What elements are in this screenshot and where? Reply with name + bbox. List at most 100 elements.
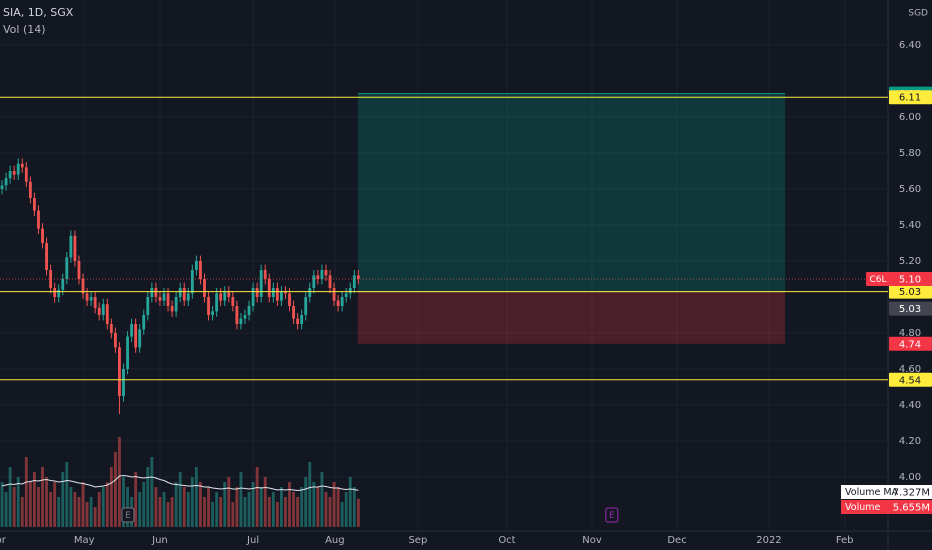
x-tick-label: 2022: [756, 535, 781, 546]
candle-body: [352, 275, 356, 288]
candle-body: [105, 304, 109, 324]
x-tick-label: Sep: [408, 535, 427, 546]
event-label: E: [125, 511, 131, 521]
candle-body: [296, 318, 300, 324]
candle-body: [178, 288, 182, 297]
event-marker: [121, 507, 135, 523]
y-tick-label: 5.20: [899, 256, 921, 267]
candle-body: [166, 293, 170, 306]
candle-body: [304, 297, 308, 315]
volume-bar: [45, 477, 48, 527]
candle-body: [130, 324, 134, 337]
volume-bar: [219, 497, 223, 527]
x-tick-label: Dec: [667, 535, 686, 546]
volume-bar: [235, 487, 239, 527]
volume-bar: [166, 502, 170, 527]
volume-bar: [174, 482, 178, 527]
volume-bar: [324, 492, 328, 527]
candle-body: [300, 315, 304, 324]
volume-bar: [348, 477, 352, 527]
candle-body: [255, 288, 259, 297]
volume-bar: [328, 497, 332, 527]
candle-body: [227, 291, 231, 297]
volume-bar: [0, 482, 4, 527]
level-label: 5.03: [899, 287, 921, 298]
candle-body: [356, 275, 360, 279]
candle-body: [53, 288, 57, 297]
volume-bar: [146, 467, 150, 527]
volume-bar: [20, 497, 24, 527]
volume-bar: [158, 497, 162, 527]
candle-body: [37, 210, 40, 229]
volume-bar: [142, 482, 146, 527]
candle-body: [235, 306, 239, 324]
volume-bar: [267, 497, 271, 527]
candle-body: [69, 235, 73, 258]
event-label: E: [609, 511, 615, 521]
candle-body: [182, 288, 186, 301]
volume-bar: [247, 492, 251, 527]
candle-body: [146, 297, 150, 315]
level-label-box: [889, 284, 932, 299]
candle-body: [138, 329, 142, 348]
volume-ma-line: [1, 474, 359, 492]
volume-tag-box: [841, 500, 932, 514]
volume-bar: [332, 482, 336, 527]
volume-bar: [113, 452, 117, 527]
volume-bar: [292, 492, 295, 527]
volume-bar: [190, 477, 194, 527]
volume-bar: [231, 502, 235, 527]
x-tick-label: Jul: [246, 535, 259, 546]
candle-body: [280, 291, 283, 301]
axis: 4.00 4.20 4.40 4.60 4.80 5.20 5.40 5.60 5.80 6.00…: [0, 40, 932, 546]
y-tick-label: 4.80: [899, 328, 921, 339]
candle-body: [109, 324, 113, 333]
candle-body: [247, 306, 251, 315]
y-tick-label: 4.40: [899, 400, 921, 411]
candle-body: [312, 275, 316, 288]
volume-bar: [77, 497, 81, 527]
volume-bar: [304, 477, 308, 527]
volume-bar: [182, 487, 186, 527]
volume-bar: [255, 467, 259, 527]
volume-bar: [33, 472, 36, 527]
volume-bar: [308, 462, 312, 527]
volume-bar: [24, 457, 28, 527]
volume-bar: [28, 482, 32, 527]
volume-bar: [312, 482, 316, 527]
volume-bar: [122, 477, 125, 527]
indicator-title: Vol (14): [3, 23, 46, 36]
volume-tag-name: Volume: [845, 502, 880, 513]
candle-body: [267, 279, 271, 297]
candle-body: [194, 261, 198, 270]
volume-bar: [243, 497, 247, 527]
volume-bar: [263, 477, 267, 527]
volume-bar: [69, 487, 73, 527]
y-tick-label: 5.80: [899, 148, 921, 159]
volume-bar: [170, 497, 174, 527]
candle-body: [61, 279, 65, 290]
candle-body: [73, 235, 77, 261]
candle-body: [12, 171, 16, 175]
stop-label-box: [889, 336, 932, 351]
volume-bar: [251, 482, 255, 527]
volume-bar: [61, 472, 65, 527]
volume-bar: [8, 467, 12, 527]
candle-body: [211, 311, 215, 315]
volume-bar: [134, 472, 138, 527]
candle-body: [93, 297, 97, 308]
candle-body: [251, 288, 255, 306]
candle-body: [24, 167, 28, 182]
volume-bar: [93, 507, 97, 527]
x-tick-label: Aug: [325, 535, 345, 546]
volume-bar: [178, 472, 182, 527]
volume-bar: [207, 487, 210, 527]
entry-label: 5.03: [899, 304, 921, 315]
candle-body: [231, 297, 235, 306]
candle-body: [113, 333, 117, 348]
volume-bar: [186, 492, 190, 527]
y-tick-label: 6.00: [899, 112, 921, 123]
candle-body: [199, 261, 202, 279]
